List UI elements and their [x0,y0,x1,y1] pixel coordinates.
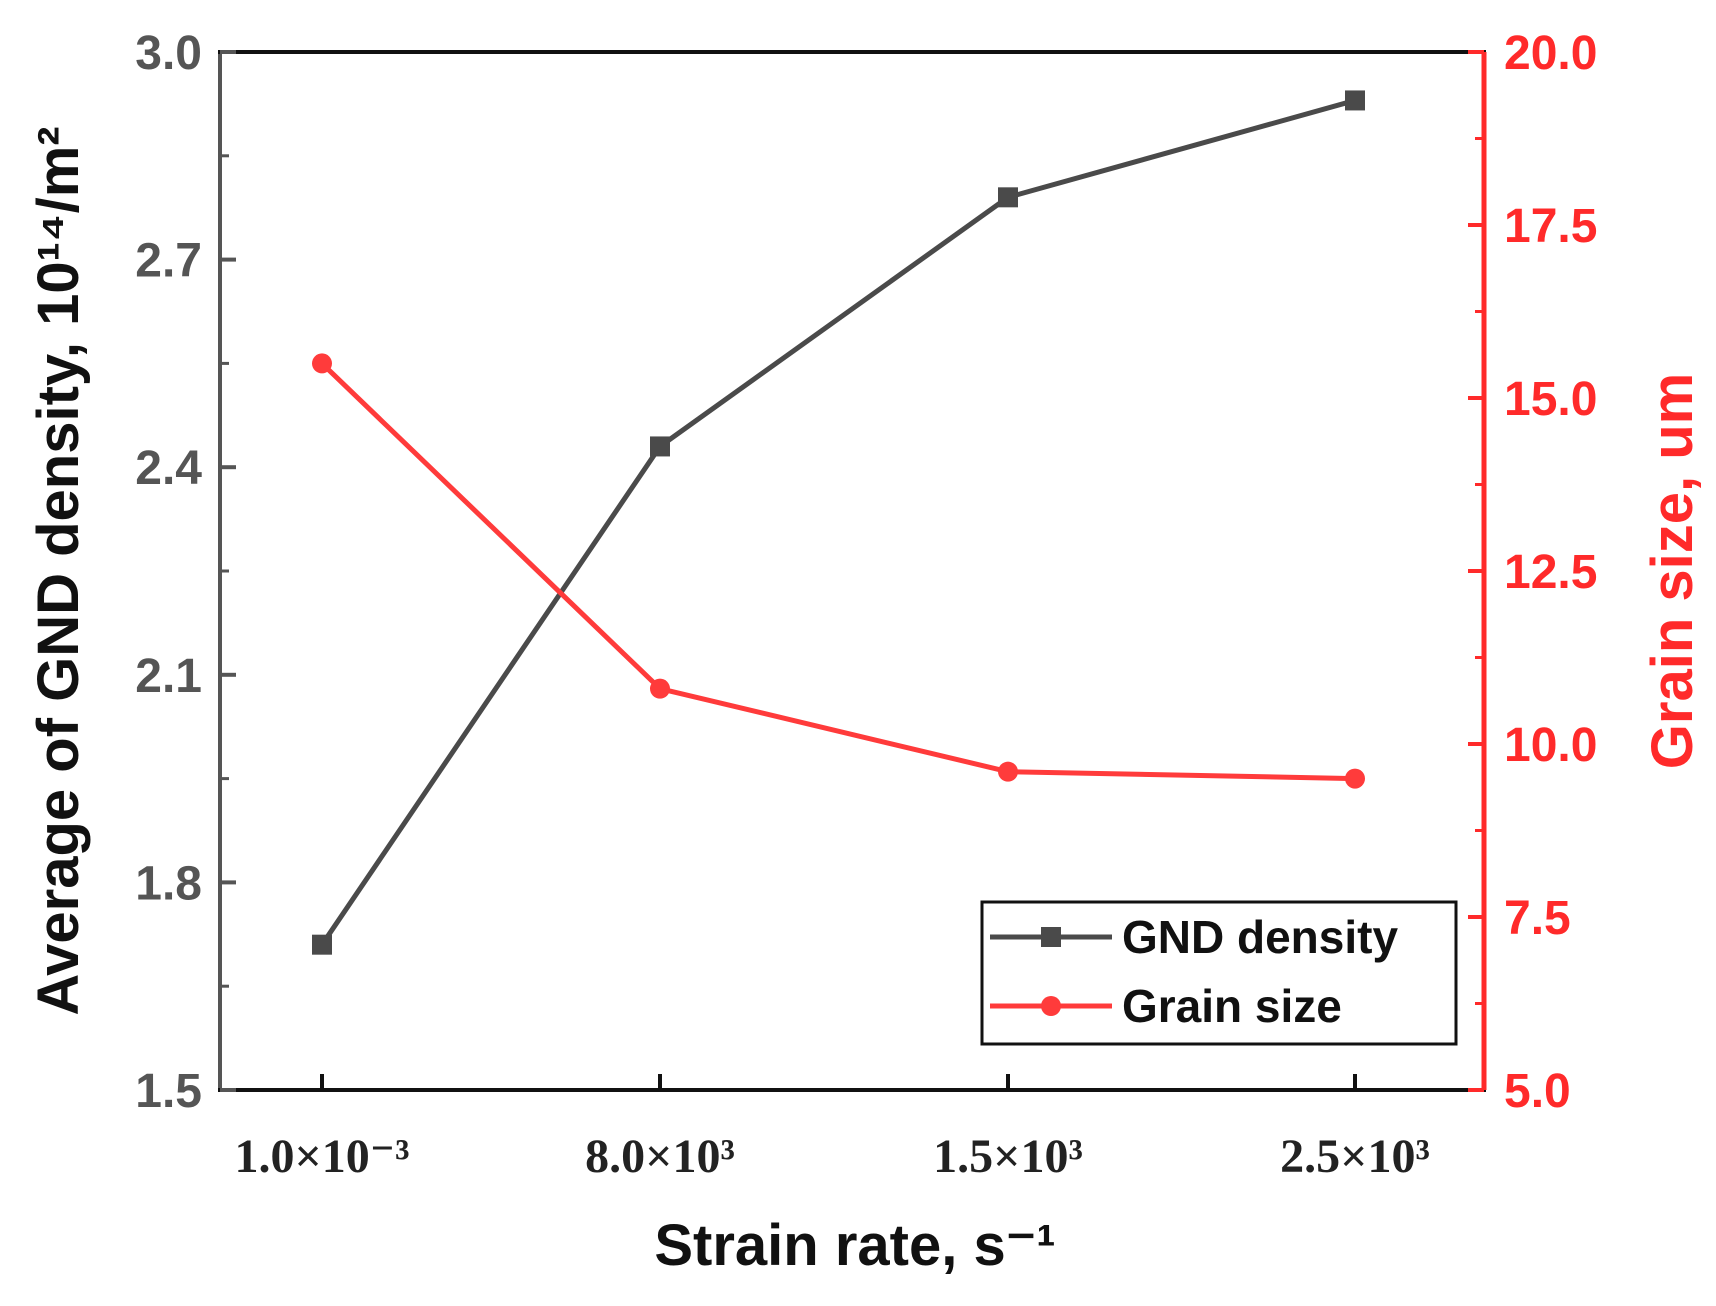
legend-grain-label: Grain size [1122,980,1342,1032]
gnd-density-marker [650,436,670,457]
left-tick-label: 2.1 [135,650,202,703]
x-tick-label: 8.0×10³ [585,1130,735,1183]
right-tick-label: 10.0 [1504,719,1597,772]
right-tick-label: 5.0 [1504,1065,1571,1118]
left-y-axis-title: Average of GND density, 10¹⁴/m² [26,126,91,1015]
gnd-density-marker [998,187,1018,208]
grain-size-marker [1345,768,1365,789]
right-y-ticks: 5.0 7.5 10.0 12.5 15.0 17.5 20.0 [1468,27,1597,1118]
grain-size-marker [650,678,670,699]
right-tick-label: 17.5 [1504,200,1597,253]
left-tick-label: 1.8 [135,857,202,910]
right-tick-label: 20.0 [1504,27,1597,80]
gnd-density-marker [312,934,332,955]
left-tick-label: 2.4 [135,442,202,495]
right-tick-label: 15.0 [1504,373,1597,426]
x-ticks: 1.0×10⁻³ 8.0×10³ 1.5×10³ 2.5×10³ [234,1074,1430,1183]
legend-gnd-marker [1041,927,1061,947]
grain-size-marker [998,761,1018,782]
left-tick-label: 1.5 [135,1065,202,1118]
gnd-density-marker [1345,90,1365,111]
series-layer [312,90,1365,955]
x-tick-label: 2.5×10³ [1280,1130,1430,1183]
legend-gnd-label: GND density [1122,911,1398,963]
x-tick-label: 1.0×10⁻³ [234,1130,409,1183]
left-y-ticks: 1.5 1.8 2.1 2.4 2.7 3.0 [135,27,236,1118]
x-axis-title: Strain rate, s⁻¹ [654,1213,1055,1278]
left-tick-label: 2.7 [135,235,202,288]
right-tick-label: 12.5 [1504,546,1597,599]
legend: GND density Grain size [980,900,1458,1046]
gnd-density-line [319,98,1356,947]
grain-size-marker [312,353,332,374]
legend-grain-marker [1041,996,1061,1016]
right-tick-label: 7.5 [1504,892,1571,945]
right-y-axis-title: Grain size, um [1640,373,1705,769]
x-tick-label: 1.5×10³ [933,1130,1083,1183]
left-tick-label: 3.0 [135,27,202,80]
grain-size-line [320,361,1356,782]
legend-box [980,900,1458,1046]
